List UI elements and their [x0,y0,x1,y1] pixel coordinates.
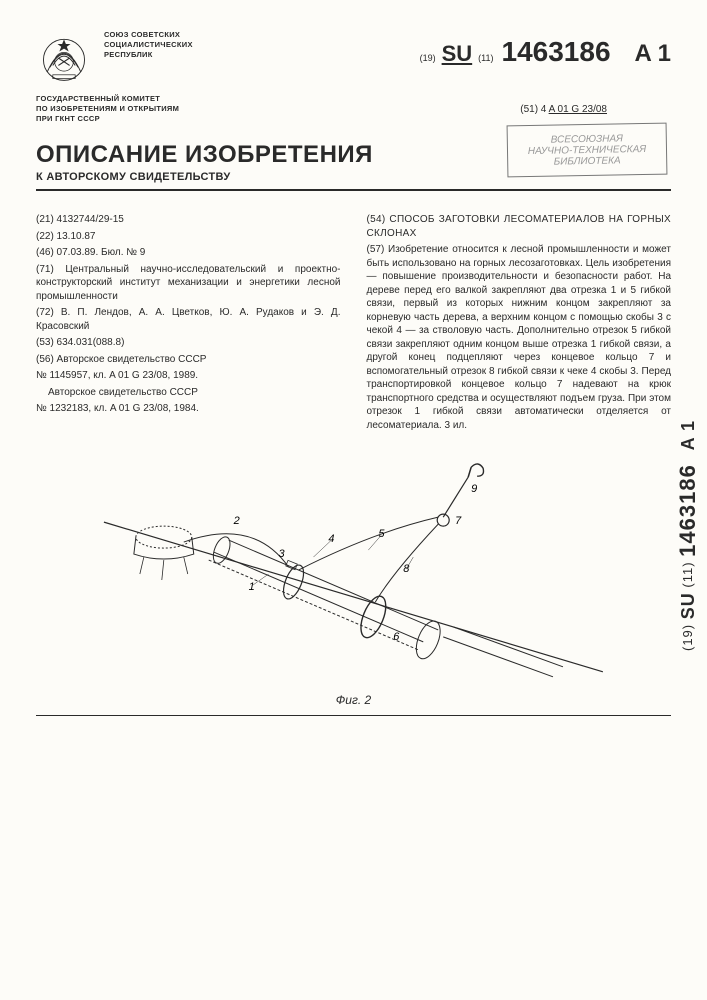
pub-country: SU [442,41,473,67]
figure-diagram: 1 2 3 4 5 6 7 8 9 [74,457,633,707]
issuer-name: СОЮЗ СОВЕТСКИХ СОЦИАЛИСТИЧЕСКИХ РЕСПУБЛИ… [104,30,193,59]
ipc-label: (51) 4 [520,104,546,115]
body-columns: (21) 4132744/29-15 (22) 13.10.87 (46) 07… [36,213,671,435]
side-mid: (11) [680,561,695,587]
left-column: (21) 4132744/29-15 (22) 13.10.87 (46) 07… [36,213,341,435]
issuer-line2: СОЦИАЛИСТИЧЕСКИХ [104,40,193,50]
fig-label-7: 7 [455,515,462,527]
pub-kind: A 1 [635,40,671,68]
fig-label-8: 8 [403,563,410,575]
side-pre: (19) [680,624,695,651]
fig-label-4: 4 [329,533,335,545]
field-22: (22) 13.10.87 [36,230,341,244]
publication-id: (19) SU (11) 1463186 A 1 [420,36,671,68]
field-54-title: (54) СПОСОБ ЗАГОТОВКИ ЛЕСОМАТЕРИАЛОВ НА … [367,213,672,240]
fig-label-6: 6 [393,631,400,643]
title-rule [36,189,671,191]
field-21: (21) 4132744/29-15 [36,213,341,227]
field-71: (71) Центральный научно-исследовательски… [36,263,341,304]
field-56-ref2-label: Авторское свидетельство СССР [36,386,341,400]
ussr-emblem-icon [36,30,92,86]
stamp-line3: БИБЛИОТЕКА [554,155,621,167]
ipc-classification: (51) 4 A 01 G 23/08 [520,104,607,115]
pub-num-label: (11) [478,53,493,63]
library-stamp: ВСЕСОЮЗНАЯ НАУЧНО-ТЕХНИЧЕСКАЯ БИБЛИОТЕКА [507,123,668,178]
field-46: (46) 07.03.89. Бюл. № 9 [36,246,341,260]
field-56-ref2: № 1232183, кл. A 01 G 23/08, 1984. [36,402,341,416]
pub-code-label: (19) [420,53,436,63]
right-column: (54) СПОСОБ ЗАГОТОВКИ ЛЕСОМАТЕРИАЛОВ НА … [367,213,672,435]
fig-label-2: 2 [233,515,240,527]
fig-label-9: 9 [471,483,477,495]
field-57-abstract: (57) Изобретение относится к лесной пром… [367,243,672,432]
side-kind: A 1 [678,420,698,450]
field-56-label: (56) Авторское свидетельство СССР [36,353,341,367]
figure-2: 1 2 3 4 5 6 7 8 9 Фиг. 2 [36,457,671,707]
field-56-ref1: № 1145957, кл. A 01 G 23/08, 1989. [36,369,341,383]
fig-label-1: 1 [249,581,255,593]
fig-label-5: 5 [378,528,385,540]
side-publication-id: (19) SU (11) 1463186 A 1 [675,420,701,651]
side-su: SU [678,592,698,619]
fig-label-3: 3 [279,548,285,560]
bottom-rule [36,715,671,716]
ipc-code: A 01 G 23/08 [549,104,607,115]
field-53: (53) 634.031(088.8) [36,336,341,350]
issuer-line3: РЕСПУБЛИК [104,50,193,60]
issuer-line1: СОЮЗ СОВЕТСКИХ [104,30,193,40]
pub-number: 1463186 [502,36,611,68]
field-72: (72) В. П. Лендов, А. А. Цветков, Ю. А. … [36,306,341,333]
figure-caption: Фиг. 2 [336,693,371,707]
patent-page: СОЮЗ СОВЕТСКИХ СОЦИАЛИСТИЧЕСКИХ РЕСПУБЛИ… [0,0,707,736]
side-number: 1463186 [675,464,700,557]
committee-line1: ГОСУДАРСТВЕННЫЙ КОМИТЕТ [36,94,671,104]
